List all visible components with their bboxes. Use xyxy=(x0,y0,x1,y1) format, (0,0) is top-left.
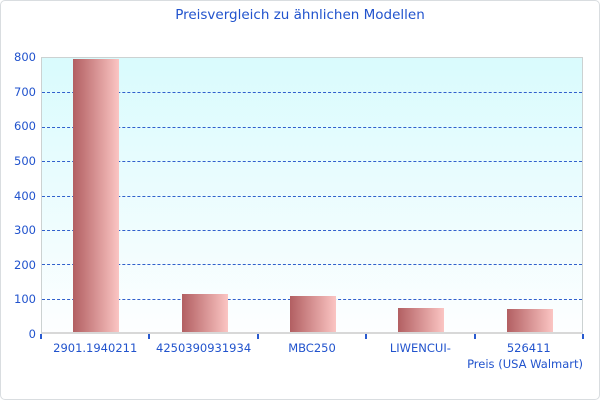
gridline-500 xyxy=(42,161,582,163)
bar-4250390931934 xyxy=(181,293,228,332)
gridline-400 xyxy=(42,195,582,197)
x-tick-4 xyxy=(473,334,476,339)
x-axis-title: Preis (USA Walmart) xyxy=(467,357,583,371)
y-tick-label-300: 300 xyxy=(14,223,36,238)
x-category-label-4250390931934: 4250390931934 xyxy=(156,341,252,355)
gridline-700 xyxy=(42,92,582,94)
x-category-label-LIWENCUI-: LIWENCUI- xyxy=(389,341,451,355)
plot-area xyxy=(41,57,583,334)
y-tick-label-200: 200 xyxy=(14,257,36,272)
bar-526411 xyxy=(506,308,553,332)
x-tick-3 xyxy=(365,334,368,339)
gridline-600 xyxy=(42,126,582,128)
bar-MBC250 xyxy=(290,296,336,332)
gridline-300 xyxy=(42,229,582,231)
y-tick-label-600: 600 xyxy=(14,119,36,134)
gridline-200 xyxy=(42,264,582,266)
bar-LIWENCUI- xyxy=(398,307,445,332)
chart-title: Preisvergleich zu ähnlichen Modellen xyxy=(175,7,425,23)
x-category-label-526411: 526411 xyxy=(506,341,551,355)
x-tick-5 xyxy=(582,334,584,339)
x-category-label-MBC250: MBC250 xyxy=(288,341,336,355)
y-tick-label-500: 500 xyxy=(14,153,36,168)
y-tick-label-700: 700 xyxy=(14,84,36,99)
y-tick-label-400: 400 xyxy=(14,188,36,203)
x-category-label-2901.1940211: 2901.1940211 xyxy=(53,341,138,355)
y-tick-label-100: 100 xyxy=(14,292,36,307)
x-tick-0 xyxy=(40,334,42,339)
x-tick-1 xyxy=(148,334,151,339)
y-tick-label-800: 800 xyxy=(14,50,36,64)
y-tick-label-0: 0 xyxy=(28,327,36,341)
bar-2901.1940211 xyxy=(73,58,120,332)
x-tick-2 xyxy=(256,334,259,339)
